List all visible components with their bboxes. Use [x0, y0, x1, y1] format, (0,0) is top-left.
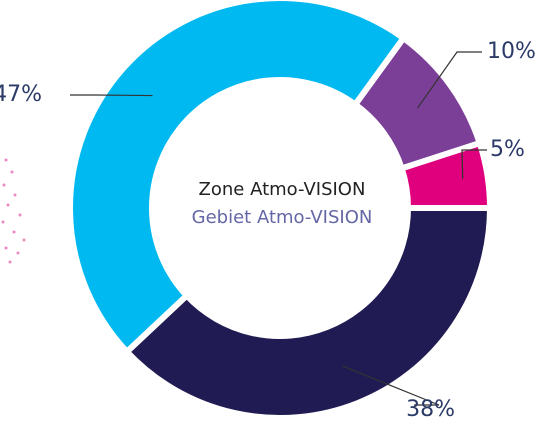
- center-subtitle: Gebiet Atmo-VISION: [192, 207, 373, 228]
- value-label: 10%: [487, 39, 536, 64]
- donut-segment: [127, 208, 490, 418]
- value-label: 5%: [490, 137, 525, 162]
- chart: 10% 5% 38% 47% Zone Atmo-VISION Gebiet Atmo-V…: [0, 0, 538, 428]
- value-label: 38%: [406, 397, 455, 422]
- value-label: 47%: [0, 82, 42, 107]
- leader-line: [70, 95, 152, 96]
- center-title: Zone Atmo-VISION: [199, 179, 366, 200]
- decoration: [2, 159, 26, 264]
- donut-segment: [70, 0, 403, 352]
